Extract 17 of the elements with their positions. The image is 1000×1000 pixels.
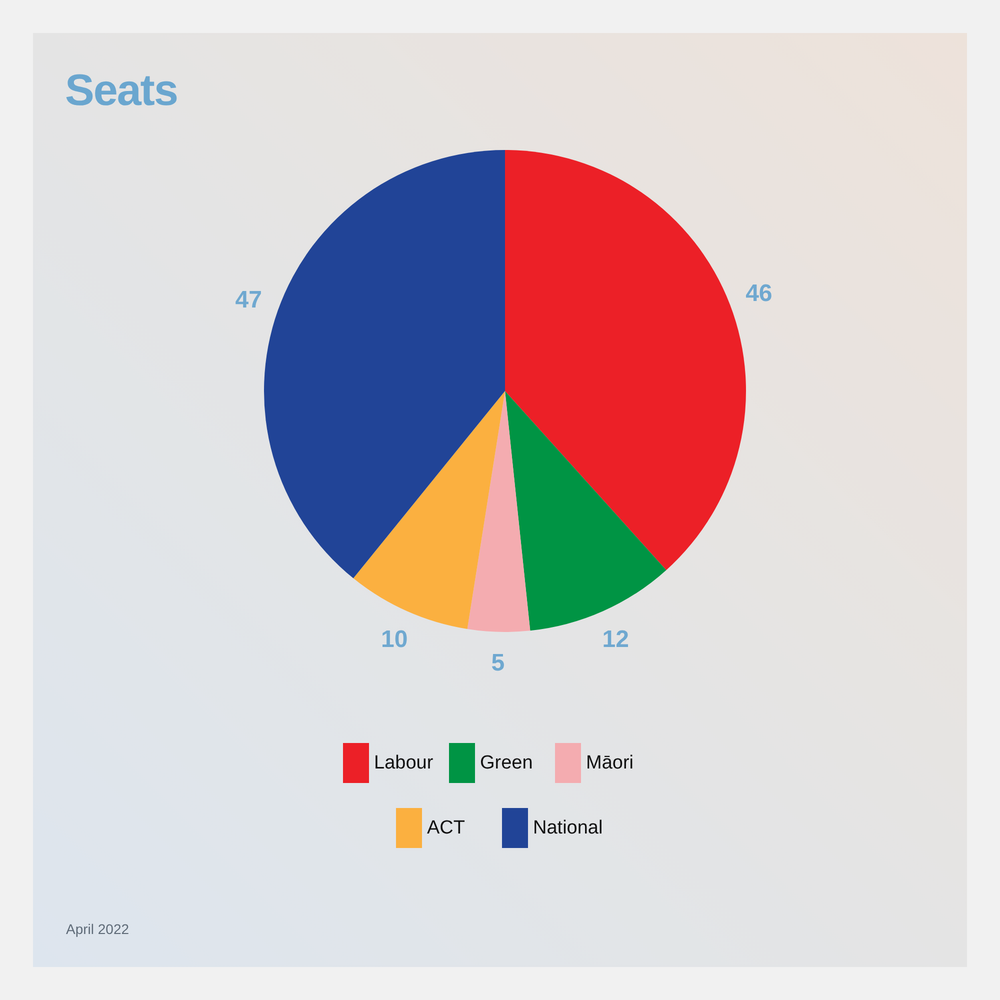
legend-label: Māori	[586, 752, 634, 774]
legend-label: ACT	[427, 818, 466, 838]
data-label: 12	[602, 626, 629, 653]
legend-label: Labour	[374, 752, 434, 774]
text: April 2022	[66, 921, 130, 937]
pie-slice	[264, 150, 505, 578]
legend-label: National	[533, 818, 603, 838]
pie-slice	[353, 391, 505, 630]
data-label: 5	[491, 649, 505, 676]
legend-label: Green	[480, 752, 533, 774]
chart-title: Seats	[65, 66, 178, 115]
pie-slice	[505, 150, 746, 570]
pie-slice	[505, 391, 666, 631]
data-label: 47	[235, 286, 262, 314]
data-label: 10	[381, 626, 408, 653]
pie-slice	[467, 391, 530, 632]
data-label: 46	[746, 280, 772, 308]
